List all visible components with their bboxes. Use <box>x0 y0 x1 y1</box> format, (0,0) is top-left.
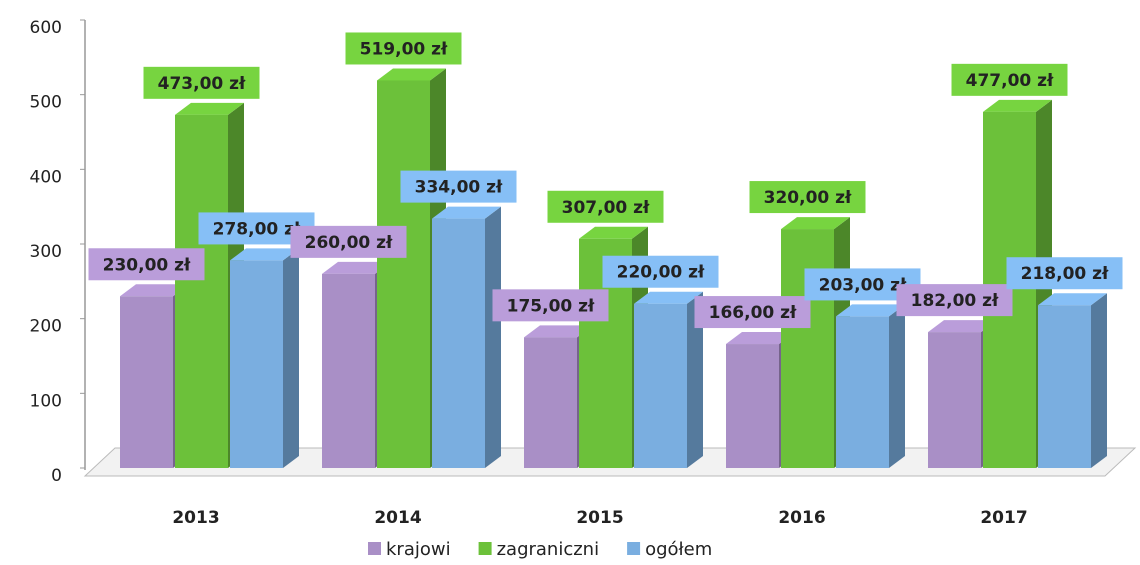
value-label-box <box>749 181 866 214</box>
y-tick-label: 300 <box>30 242 62 262</box>
bar-top <box>322 261 391 274</box>
value-label: 519,00 zł <box>360 39 448 59</box>
bar-top <box>1038 293 1107 306</box>
y-tick-label: 500 <box>30 93 62 113</box>
bar-side <box>283 248 299 468</box>
bar-top <box>983 99 1052 112</box>
x-tick-label: 2017 <box>980 508 1027 528</box>
value-label-box <box>1006 257 1123 290</box>
value-label: 166,00 zł <box>709 303 797 323</box>
legend-label: ogółem <box>645 539 712 560</box>
bar-side <box>889 304 905 468</box>
bar-top <box>836 304 905 317</box>
bar-top <box>781 217 850 230</box>
value-label-box <box>602 255 719 288</box>
bar-top <box>175 102 244 115</box>
y-tick-label: 100 <box>30 391 62 411</box>
value-label-box <box>400 170 517 203</box>
value-label-box <box>492 289 609 322</box>
value-label: 278,00 zł <box>213 219 301 239</box>
bar-top <box>377 68 446 81</box>
value-label: 260,00 zł <box>305 233 393 253</box>
bar-top <box>634 291 703 304</box>
x-tick-label: 2014 <box>374 508 421 528</box>
value-label-box <box>290 225 407 258</box>
bar-side <box>687 291 703 468</box>
value-label: 203,00 zł <box>819 275 907 295</box>
bar-top <box>524 325 593 338</box>
y-tick-label: 600 <box>30 18 62 38</box>
x-tick-label: 2013 <box>172 508 219 528</box>
bar-top <box>928 320 997 333</box>
value-label: 334,00 zł <box>415 178 503 198</box>
value-label-box <box>694 296 811 329</box>
bar-top <box>579 226 648 239</box>
value-label: 320,00 zł <box>764 188 852 208</box>
bar-top <box>432 206 501 219</box>
bar-top <box>120 284 189 297</box>
legend-label: zagraniczni <box>497 539 600 560</box>
bar <box>377 80 430 468</box>
value-label-box <box>547 190 664 223</box>
x-tick-label: 2015 <box>576 508 623 528</box>
bar-top <box>726 332 795 345</box>
value-label-box <box>88 248 205 281</box>
bar <box>928 332 981 468</box>
value-label: 307,00 zł <box>562 198 650 218</box>
bar <box>322 273 375 468</box>
bar <box>120 296 173 468</box>
bar <box>634 303 687 468</box>
value-label: 477,00 zł <box>966 71 1054 91</box>
bar-side <box>485 206 501 468</box>
bar-top <box>230 248 299 261</box>
value-label: 230,00 zł <box>103 255 191 275</box>
value-label: 182,00 zł <box>911 291 999 311</box>
bar <box>432 218 485 468</box>
bar <box>175 114 228 469</box>
bar <box>1038 305 1091 468</box>
value-label-box <box>143 66 260 99</box>
value-label-box <box>951 63 1068 96</box>
value-label: 473,00 zł <box>158 74 246 94</box>
y-tick-label: 200 <box>30 317 62 337</box>
bar <box>726 344 779 468</box>
bar <box>781 229 834 468</box>
bar <box>836 316 889 468</box>
legend-swatch <box>478 542 492 555</box>
value-label: 218,00 zł <box>1021 264 1109 284</box>
legend-swatch <box>627 542 641 555</box>
value-label: 220,00 zł <box>617 263 705 283</box>
bar <box>230 260 283 468</box>
value-label-box <box>896 284 1013 317</box>
bar-side <box>1091 293 1107 468</box>
legend-label: krajowi <box>386 539 451 560</box>
value-label: 175,00 zł <box>507 296 595 316</box>
x-tick-label: 2016 <box>778 508 825 528</box>
y-tick-label: 0 <box>51 466 62 486</box>
legend-swatch <box>368 542 381 555</box>
value-label-box <box>345 32 462 65</box>
bar <box>524 337 577 468</box>
y-tick-label: 400 <box>30 167 62 187</box>
